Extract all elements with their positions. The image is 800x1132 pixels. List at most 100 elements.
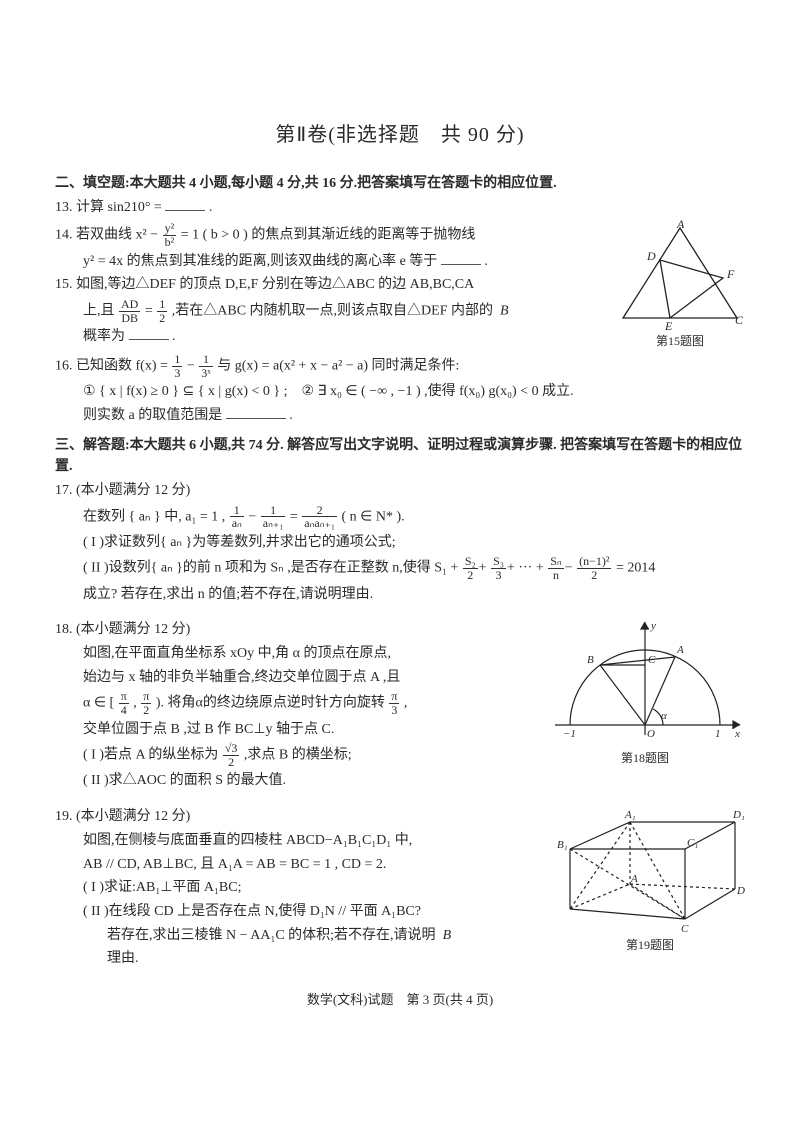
q19-head: (本小题满分 12 分) (76, 809, 190, 824)
fig15-svg: A B C D E F (615, 220, 745, 330)
q16-blank (226, 405, 286, 419)
q13-blank (165, 197, 205, 211)
q17fbd: aₙ₊₁ (261, 517, 286, 530)
fig19-cap: 第19题图 (555, 936, 745, 955)
q16f1d: 3 (172, 367, 182, 380)
q14-blank (441, 251, 481, 265)
rn: (n−1)² (577, 555, 611, 569)
q18l1: 如图,在平面直角坐标系 xOy 中,角 α 的顶点在原点, (55, 643, 537, 665)
lC: C (681, 923, 689, 934)
q18l3a: α ∈ [ (83, 696, 114, 711)
q19p3: 若存在,求出三棱锥 N − AA₁C 的体积;若不存在,请说明 (107, 928, 436, 943)
q18p1a: ( I )若点 A 的纵坐标为 (83, 748, 218, 763)
q15-l2c: ,若在△ABC 内随机取一点,则该点取自△DEF 内部的 (172, 303, 493, 318)
l18p1: 1 (715, 728, 721, 740)
section-2-head: 二、填空题:本大题共 4 小题,每小题 4 分,共 16 分.把答案填写在答题卡… (55, 173, 745, 195)
q18p1b: ,求点 B 的横坐标; (244, 748, 352, 763)
q19l2: AB // CD, AB⊥BC, 且 A₁A = AB = BC = 1 , C… (55, 854, 547, 876)
q17fan: 1 (230, 504, 244, 518)
q17fcn: 2 (302, 504, 337, 518)
q15-l2: 上,且 ADDB = 12 ,若在△ABC 内随机取一点,则该点取自△DEF 内… (55, 298, 607, 324)
q17tail: = 2014 (616, 561, 655, 576)
q13-text: 计算 sin210° = (76, 200, 162, 215)
l18A: A (676, 644, 684, 656)
l18y: y (650, 620, 656, 632)
fig15-cap: 第15题图 (615, 332, 745, 351)
g3n: S₃ (491, 555, 506, 569)
q19p4: 理由. (55, 948, 547, 970)
lD: D (736, 885, 745, 897)
q15: 15. 如图,等边△DEF 的顶点 D,E,F 分别在等边△ABC 的边 AB,… (55, 274, 607, 296)
fig19-svg: B₁ A₁ D₁ C₁ A B C D (555, 804, 745, 934)
q14-fn: y² (163, 222, 177, 236)
q15-blank (129, 327, 169, 341)
q18p1: ( I )若点 A 的纵坐标为 √32 ,求点 B 的横坐标; (55, 742, 537, 768)
q13: 13. 计算 sin210° = . (55, 197, 745, 219)
q15-fn: AD (119, 298, 140, 312)
q17fcd: aₙaₙ₊₁ (302, 517, 337, 530)
g2n: S₂ (463, 555, 478, 569)
q15-l3: 概率为 . (55, 326, 607, 348)
q19: 19. (本小题满分 12 分) (55, 806, 547, 828)
q17l1c: = (290, 509, 298, 524)
q18pd: 2 (223, 756, 240, 769)
q14-l2: y² = 4x 的焦点到其准线的距离,则该双曲线的离心率 e 等于 . (55, 251, 607, 273)
lblD: D (646, 249, 656, 263)
q14-l1a: 若双曲线 x² − (76, 228, 158, 243)
q17fbn: 1 (261, 504, 286, 518)
q15-l3t: 概率为 (83, 329, 125, 344)
q18fcn: π (389, 690, 399, 704)
fig18: A B C O −1 1 x y α 第18题图 (545, 617, 745, 768)
lblC: C (735, 313, 744, 327)
gnn: Sₙ (548, 555, 563, 569)
q18fbn: π (141, 690, 151, 704)
q17: 17. (本小题满分 12 分) (55, 480, 745, 502)
q15-l1: 如图,等边△DEF 的顶点 D,E,F 分别在等边△ABC 的边 AB,BC,C… (76, 277, 474, 292)
fig15: A B C D E F 第15题图 (615, 220, 745, 351)
q18l3: α ∈ [ π4 , π2 ). 将角α的终边绕原点逆时针方向旋转 π3 , (55, 690, 537, 716)
q17-l1: 在数列 { aₙ } 中, a₁ = 1 , 1aₙ − 1aₙ₊₁ = 2aₙ… (55, 504, 745, 530)
q17-num: 17. (55, 483, 73, 498)
q14-l2t: y² = 4x 的焦点到其准线的距离,则该双曲线的离心率 e 等于 (83, 254, 437, 269)
fig18-svg: A B C O −1 1 x y α (545, 617, 745, 747)
fig18-cap: 第18题图 (545, 749, 745, 768)
section-3-head: 三、解答题:本大题共 6 小题,共 74 分. 解答应写出文字说明、证明过程或演… (55, 435, 745, 478)
q19l1: 如图,在侧棱与底面垂直的四棱柱 ABCD−A₁B₁C₁D₁ 中, (55, 830, 547, 852)
q16f2n: 1 (199, 353, 212, 367)
q14-fd: b² (163, 236, 177, 249)
q15-f2d: 2 (157, 312, 167, 325)
q16-l3t: 则实数 a 的取值范围是 (83, 408, 222, 423)
exam-page: 第Ⅱ卷(非选择题 共 90 分) 二、填空题:本大题共 4 小题,每小题 4 分… (0, 0, 800, 1050)
q18l2: 始边与 x 轴的非负半轴重合,终边交单位圆于点 A ,且 (55, 667, 537, 689)
l18a: α (661, 710, 667, 722)
q19-row: 19. (本小题满分 12 分) 如图,在侧棱与底面垂直的四棱柱 ABCD−A₁… (55, 804, 745, 972)
lD1: D₁ (732, 809, 745, 821)
lB1: B₁ (557, 839, 568, 851)
q16: 16. 已知函数 f(x) = 13 − 13ˣ 与 g(x) = a(x² +… (55, 353, 745, 379)
q15-fd: DB (119, 312, 140, 325)
q16f1n: 1 (172, 353, 182, 367)
q15-eq: = (145, 303, 153, 318)
q15-f2n: 1 (157, 298, 167, 312)
q17fad: aₙ (230, 517, 244, 530)
q18p2: ( II )求△AOC 的面积 S 的最大值. (55, 770, 537, 792)
page-footer: 数学(文科)试题 第 3 页(共 4 页) (55, 990, 745, 1010)
rd: 2 (577, 569, 611, 582)
q17-p1: ( I )求证数列{ aₙ }为等差数列,并求出它的通项公式; (55, 532, 745, 554)
q13-num: 13. (55, 200, 73, 215)
q16-l1a: 已知函数 f(x) = (76, 358, 168, 373)
q15-num: 15. (55, 277, 73, 292)
q19-num: 19. (55, 809, 73, 824)
q18-head: (本小题满分 12 分) (76, 622, 190, 637)
q16f2d: 3ˣ (199, 367, 212, 380)
q14-l1b: = 1 ( b > 0 ) 的焦点到其渐近线的距离等于抛物线 (181, 228, 476, 243)
q17p2a: ( II )设数列{ aₙ }的前 n 项和为 Sₙ ,是否存在正整数 n,使得… (83, 561, 458, 576)
q16-l2: ① { x | f(x) ≥ 0 } ⊆ { x | g(x) < 0 } ; … (55, 381, 745, 403)
q16-num: 16. (55, 358, 73, 373)
q19p3r: 若存在,求出三棱锥 N − AA₁C 的体积;若不存在,请说明 B (55, 925, 547, 947)
q18-row: 18. (本小题满分 12 分) 如图,在平面直角坐标系 xOy 中,角 α 的… (55, 617, 745, 794)
g2d: 2 (463, 569, 478, 582)
q17-p2: ( II )设数列{ aₙ }的前 n 项和为 Sₙ ,是否存在正整数 n,使得… (55, 555, 745, 581)
q17-head: (本小题满分 12 分) (76, 483, 190, 498)
lA: A (630, 873, 638, 885)
